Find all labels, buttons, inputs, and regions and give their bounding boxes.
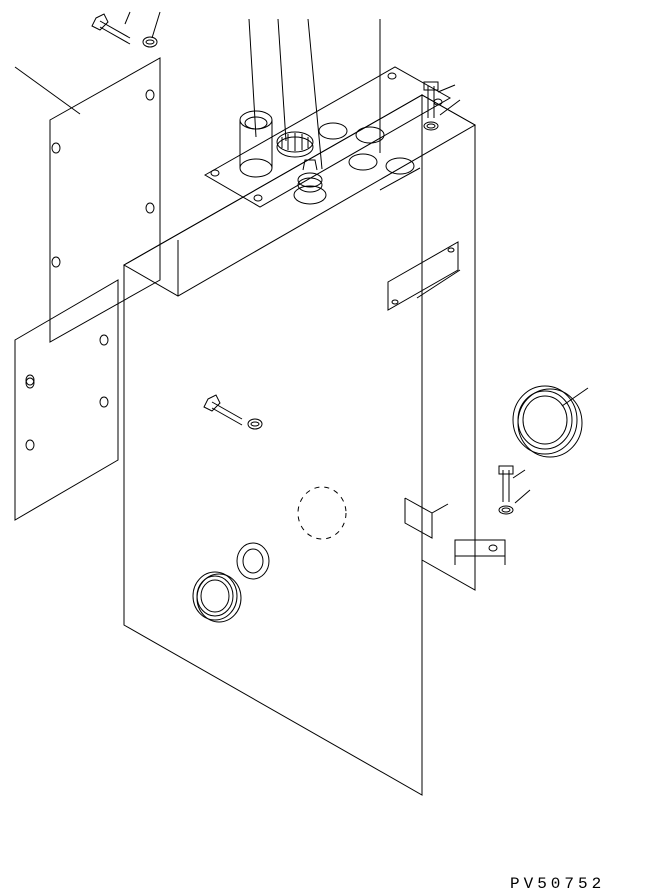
bolt-mid-left (204, 395, 262, 429)
tank-body (124, 95, 505, 795)
mounting-tab (455, 540, 505, 565)
plug-with-handle (294, 160, 326, 204)
bolt-top-left (92, 14, 157, 47)
name-plate (388, 242, 458, 310)
front-hole-dashed (298, 487, 346, 539)
part-number-text: PV50752 (510, 875, 605, 893)
filler-neck (240, 111, 272, 177)
exploded-diagram: PV50752 (0, 0, 649, 895)
bolt-bottom-right (499, 466, 513, 514)
grommet-large (513, 386, 582, 457)
breather-cap (277, 132, 313, 157)
leader-lines (15, 12, 588, 503)
side-cover-panel (15, 58, 160, 520)
front-thru-hole (237, 543, 269, 579)
grommet-small (193, 572, 241, 622)
top-cover-plate (205, 67, 450, 207)
